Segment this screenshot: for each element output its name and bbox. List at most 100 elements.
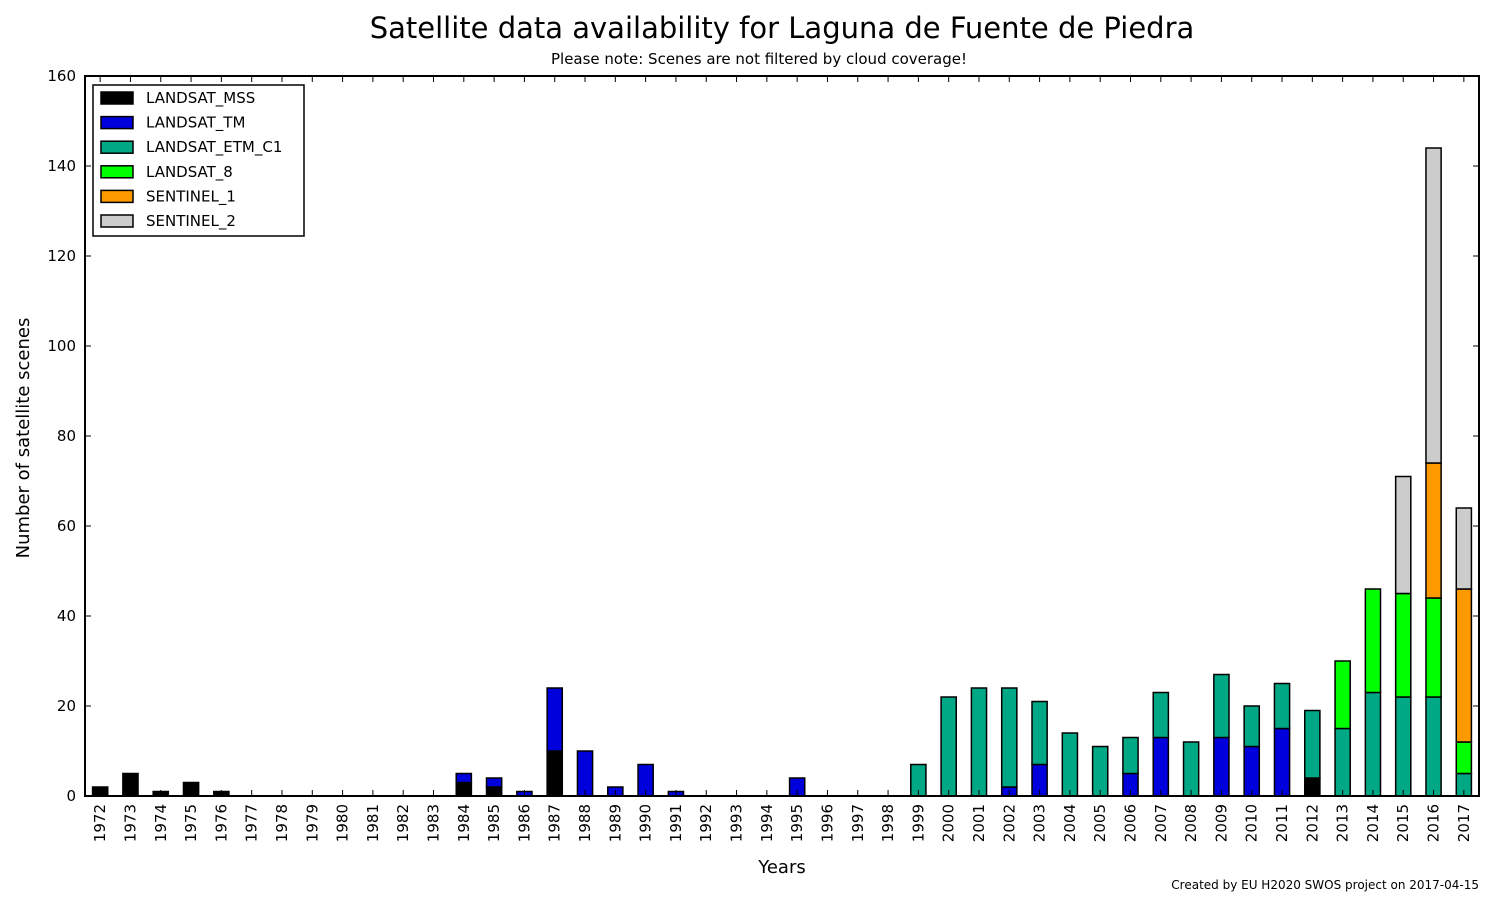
x-tick-label: 1973: [121, 804, 139, 842]
bar-landsat_8-2014: [1364, 588, 1382, 694]
bar-landsat_etm_c1-2004: [1061, 732, 1079, 797]
bar-landsat_etm_c1-2005: [1091, 745, 1109, 797]
bar-landsat_8-2016: [1425, 597, 1442, 698]
x-tick-label: 1995: [788, 804, 806, 842]
y-tick-label: 160: [47, 67, 76, 85]
bar-sentinel_1-2016: [1425, 462, 1442, 599]
x-tick-label: 1980: [334, 804, 352, 842]
x-tick-label: 1975: [182, 804, 200, 842]
x-tick-label: 1978: [273, 804, 291, 842]
legend-swatch-landsat_mss: [100, 91, 134, 105]
bar-landsat_etm_c1-2000: [940, 696, 957, 797]
bar-landsat_8-2015: [1394, 592, 1412, 698]
x-tick-label: 1981: [364, 804, 382, 842]
x-tick-label: 2014: [1364, 804, 1382, 842]
x-tick-label: 2008: [1182, 804, 1200, 842]
x-tick-label: 1976: [212, 804, 230, 842]
bar-landsat_etm_c1-2007: [1152, 691, 1170, 739]
bar-landsat_tm-1988: [576, 750, 594, 797]
bar-landsat_etm_c1-2001: [970, 687, 988, 797]
bar-landsat_tm-2011: [1273, 727, 1291, 797]
bar-landsat_tm-2010: [1243, 745, 1261, 797]
y-tick-label: 0: [66, 787, 76, 805]
x-tick-label: 2013: [1334, 804, 1352, 842]
bar-landsat_etm_c1-2013: [1334, 727, 1351, 797]
bar-landsat_etm_c1-2002: [1000, 687, 1018, 788]
x-tick-label: 2017: [1455, 804, 1473, 842]
legend-swatch-landsat_tm: [100, 115, 134, 130]
y-axis-ticks: 0 20 40 60 80 100 120 140 160: [47, 67, 1479, 805]
x-tick-label: 1985: [485, 804, 503, 842]
legend-label-sentinel_1: SENTINEL_1: [146, 187, 236, 206]
bar-sentinel_2-2016: [1425, 147, 1442, 464]
bar-landsat_8-2017: [1455, 741, 1473, 775]
x-tick-label: 1989: [606, 804, 624, 842]
x-tick-label: 1972: [91, 804, 109, 842]
x-tick-label: 1983: [425, 804, 443, 842]
x-tick-label: 2004: [1061, 804, 1079, 842]
y-tick-label: 80: [57, 427, 76, 445]
bar-landsat_tm-1987: [546, 687, 564, 752]
x-axis-label: Years: [757, 857, 806, 878]
x-tick-label: 1974: [152, 804, 170, 842]
x-tick-label: 2002: [1000, 804, 1018, 842]
x-tick-label: 1993: [728, 804, 746, 842]
x-tick-label: 1996: [818, 804, 836, 842]
legend-label-landsat_mss: LANDSAT_MSS: [146, 89, 255, 108]
chart-title: Satellite data availability for Laguna d…: [370, 11, 1195, 45]
x-tick-label: 2016: [1425, 804, 1443, 842]
bar-landsat_tm-1985: [485, 777, 503, 788]
x-tick-label: 2001: [970, 804, 988, 842]
x-tick-label: 2000: [940, 804, 958, 842]
bar-landsat_tm-2007: [1152, 736, 1170, 797]
legend-swatch-sentinel_2: [100, 214, 134, 228]
legend-box: [92, 84, 305, 237]
bar-landsat_mss-1987: [546, 750, 564, 797]
x-tick-label: 2003: [1031, 804, 1049, 842]
y-tick-label: 100: [47, 337, 76, 355]
x-tick-label: 1987: [546, 804, 564, 842]
x-axis-ticks: 1972 1973 1974 1975 1976 1977 1978 1979 1980 1981…: [91, 76, 1473, 842]
x-tick-label: 2015: [1394, 804, 1412, 842]
x-tick-label: 2012: [1303, 804, 1321, 842]
x-tick-label: 1977: [243, 804, 261, 842]
x-tick-label: 1982: [394, 804, 412, 842]
x-tick-label: 1990: [637, 804, 655, 842]
y-tick-label: 140: [47, 157, 76, 175]
bar-landsat_8-2013: [1334, 660, 1351, 730]
legend-label-landsat_tm: LANDSAT_TM: [146, 114, 245, 133]
x-tick-label: 2006: [1122, 804, 1140, 842]
y-tick-label: 60: [57, 517, 76, 535]
bar-landsat_etm_c1-2003: [1031, 700, 1048, 766]
bar-landsat_tm-1984: [455, 772, 473, 784]
x-tick-label: 1994: [758, 804, 776, 842]
bar-landsat_etm_c1-2006: [1122, 736, 1139, 775]
bar-sentinel_2-2017: [1455, 507, 1473, 590]
bar-landsat_etm_c1-2014: [1364, 691, 1382, 797]
x-tick-label: 1997: [849, 804, 867, 842]
legend-label-sentinel_2: SENTINEL_2: [146, 212, 236, 231]
y-tick-label: 20: [57, 697, 76, 715]
legend-swatch-sentinel_1: [100, 189, 134, 204]
x-tick-label: 1991: [667, 804, 685, 842]
chart-subtitle: Please note: Scenes are not filtered by …: [551, 50, 967, 68]
x-tick-label: 2005: [1091, 804, 1109, 842]
x-tick-label: 1988: [576, 804, 594, 842]
x-tick-label: 1979: [303, 804, 321, 842]
legend-swatch-landsat_8: [100, 165, 134, 179]
x-tick-label: 2009: [1212, 804, 1230, 842]
x-tick-label: 1992: [697, 804, 715, 842]
x-tick-label: 1999: [909, 804, 927, 842]
bar-sentinel_2-2015: [1394, 475, 1412, 595]
bar-landsat_etm_c1-2010: [1243, 705, 1261, 748]
bar-landsat_etm_c1-2012: [1304, 709, 1321, 779]
bar-landsat_etm_c1-2009: [1213, 673, 1230, 739]
y-tick-label: 120: [47, 247, 76, 265]
x-tick-label: 2011: [1273, 804, 1291, 842]
bar-landsat_tm-2009: [1213, 736, 1230, 797]
bars-layer: [91, 147, 1473, 797]
credit-text: Created by EU H2020 SWOS project on 2017…: [1171, 878, 1479, 892]
plot-frame: [84, 75, 1480, 797]
bar-sentinel_1-2017: [1455, 588, 1473, 743]
